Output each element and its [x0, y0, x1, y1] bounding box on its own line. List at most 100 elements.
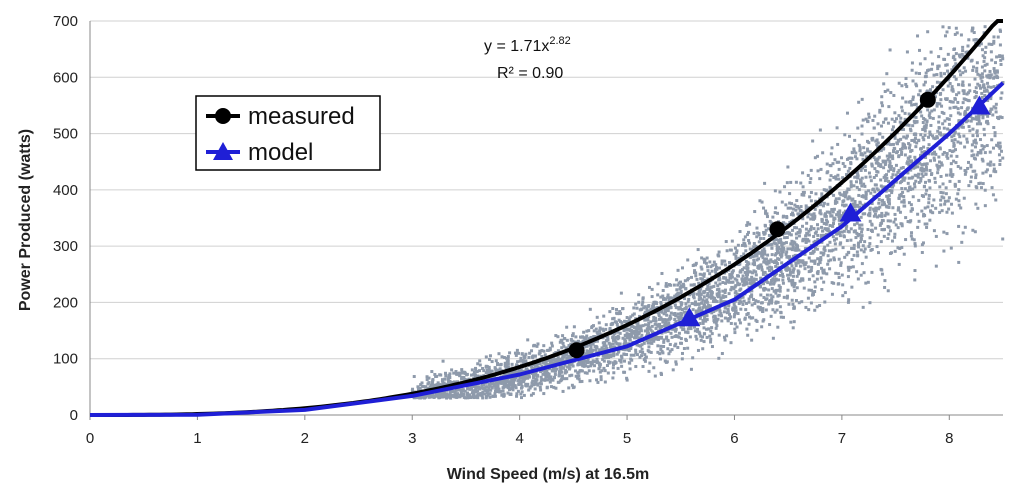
scatter-point [770, 221, 774, 225]
scatter-point [579, 369, 583, 373]
scatter-point [583, 371, 587, 375]
scatter-point [956, 192, 960, 196]
scatter-point [669, 296, 673, 300]
scatter-point [833, 199, 837, 203]
scatter-point [939, 98, 943, 102]
scatter-point [959, 166, 963, 170]
scatter-point [892, 183, 896, 187]
scatter-point [820, 195, 824, 199]
scatter-point [516, 379, 520, 383]
scatter-point [767, 302, 771, 306]
scatter-point [898, 210, 902, 214]
scatter-point [416, 388, 420, 392]
scatter-point [627, 319, 631, 323]
scatter-point [945, 154, 949, 158]
scatter-point [946, 69, 950, 73]
scatter-point [779, 240, 783, 244]
scatter-point [679, 289, 683, 293]
scatter-point [926, 205, 930, 209]
scatter-point [871, 188, 875, 192]
scatter-point [659, 344, 663, 348]
scatter-point [484, 385, 488, 389]
scatter-point [735, 249, 739, 253]
scatter-point [674, 362, 678, 366]
scatter-point [930, 172, 934, 176]
scatter-point [488, 395, 492, 399]
scatter-point [825, 162, 829, 166]
scatter-point [762, 230, 766, 234]
scatter-point [724, 295, 728, 299]
scatter-point [430, 370, 434, 374]
scatter-point [597, 361, 601, 365]
scatter-point [923, 124, 927, 128]
model-marker [678, 307, 701, 327]
scatter-point [927, 135, 931, 139]
scatter-point [841, 200, 845, 204]
scatter-point [933, 158, 937, 162]
scatter-point [888, 152, 892, 156]
measured-marker [769, 221, 786, 238]
scatter-point [746, 270, 750, 274]
scatter-point [717, 266, 721, 270]
scatter-point [885, 173, 889, 177]
scatter-point [910, 207, 914, 211]
scatter-point [669, 283, 673, 287]
scatter-point [499, 380, 503, 384]
scatter-point [498, 367, 502, 371]
scatter-point [956, 100, 960, 104]
scatter-point [716, 284, 720, 288]
scatter-point [632, 312, 636, 316]
scatter-point [985, 144, 989, 148]
scatter-point [788, 220, 792, 224]
scatter-point [622, 342, 626, 346]
scatter-point [732, 252, 736, 256]
scatter-point [495, 363, 499, 367]
scatter-point [700, 256, 704, 260]
r-squared-text: R² = 0.90 [497, 65, 563, 82]
scatter-point [864, 255, 868, 259]
scatter-point [653, 374, 657, 378]
scatter-point [617, 312, 621, 316]
scatter-point [980, 95, 984, 99]
scatter-point [928, 130, 932, 134]
scatter-point [530, 355, 534, 359]
x-tick-label: 5 [623, 430, 631, 447]
scatter-point [633, 334, 637, 338]
legend-measured-marker [215, 108, 231, 124]
scatter-point [893, 119, 897, 123]
scatter-point [594, 344, 598, 348]
scatter-point [813, 308, 817, 312]
scatter-point [801, 171, 805, 175]
scatter-point [828, 163, 832, 167]
scatter-point [758, 308, 762, 312]
scatter-point [830, 214, 834, 218]
scatter-point [923, 150, 927, 154]
scatter-point [980, 144, 984, 148]
scatter-point [663, 330, 667, 334]
scatter-point [689, 283, 693, 287]
scatter-point [857, 143, 861, 147]
scatter-point [826, 254, 830, 258]
scatter-point [818, 177, 822, 181]
scatter-point [559, 367, 563, 371]
scatter-point [904, 82, 908, 86]
scatter-point [665, 360, 669, 364]
scatter-point [798, 229, 802, 233]
scatter-point [861, 166, 865, 170]
scatter-point [823, 227, 827, 231]
scatter-point [857, 188, 861, 192]
scatter-point [721, 289, 725, 293]
scatter-point [690, 302, 694, 306]
scatter-point [641, 300, 645, 304]
scatter-point [599, 378, 603, 382]
scatter-point [846, 197, 850, 201]
scatter-point [656, 293, 660, 297]
scatter-point [994, 106, 998, 110]
y-tick-label: 400 [53, 182, 78, 199]
scatter-point [917, 219, 921, 223]
scatter-point [885, 176, 889, 180]
scatter-point [901, 166, 905, 170]
scatter-point [482, 383, 486, 387]
scatter-point [859, 168, 863, 172]
scatter-point [620, 364, 624, 368]
